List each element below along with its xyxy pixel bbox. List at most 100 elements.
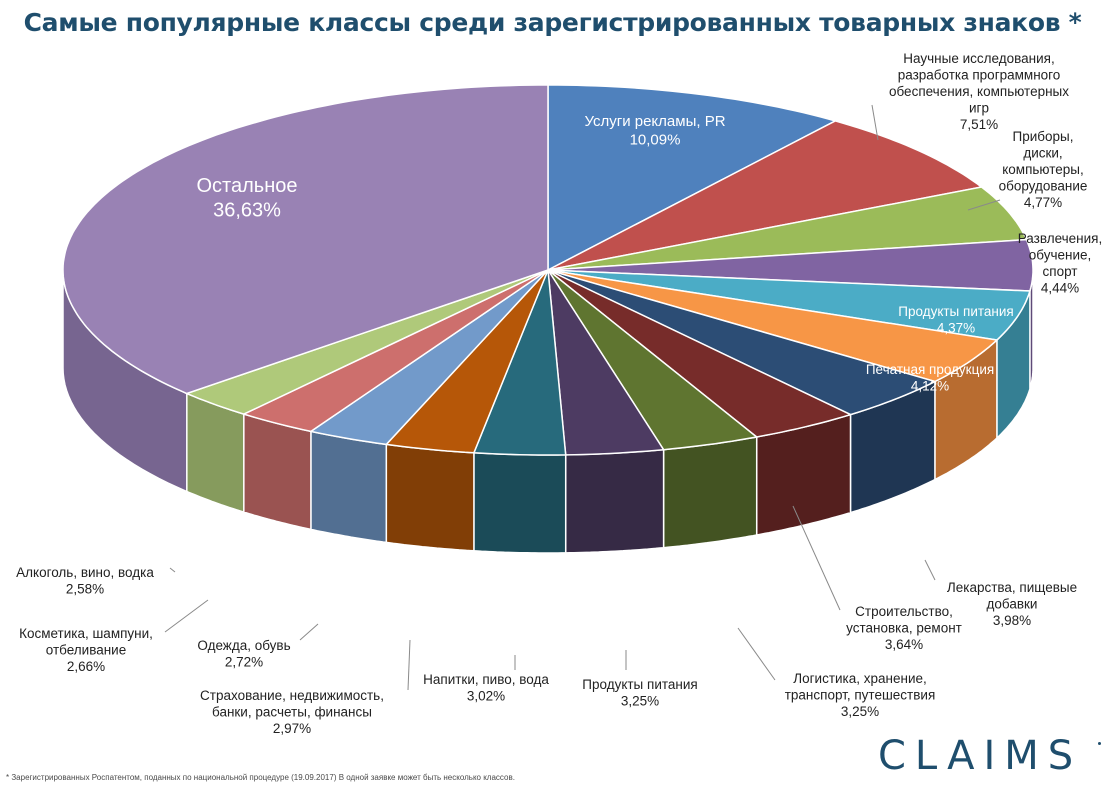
slice-label-1: Научные исследования, разработка программ…	[889, 51, 1069, 132]
slice-value: 3,02%	[467, 689, 505, 704]
slice-label-line: разработка программного	[898, 68, 1061, 83]
leader-line-13	[164, 599, 209, 633]
leader-lines	[164, 104, 1001, 691]
slice-label-line: транспорт, путешествия	[785, 688, 936, 703]
chart-title: Самые популярные классы среди зарегистри…	[23, 8, 1082, 37]
slice-labels: Услуги рекламы, PR 10,09% Научные исследов…	[16, 51, 1102, 736]
slice-value: 10,09%	[630, 131, 681, 148]
slice-13	[241, 269, 549, 433]
slice-1	[547, 120, 984, 271]
footnote: * Зарегистрированных Роспатентом, поданн…	[6, 773, 515, 782]
slice-label-line: Приборы,	[1013, 129, 1074, 144]
slice-value: 4,77%	[1024, 195, 1062, 210]
slice-label-line: обучение,	[1029, 248, 1092, 263]
slice-value: 2,58%	[66, 582, 104, 597]
slice-0	[547, 84, 838, 272]
slice-value: 4,37%	[937, 321, 975, 336]
slice-label-line: спорт	[1043, 264, 1078, 279]
slice-label-line: Развлечения,	[1018, 231, 1103, 246]
slice-side-8	[662, 436, 758, 549]
slice-side-11	[385, 443, 475, 552]
slice-label-4: Продукты питания 4,37%	[898, 304, 1013, 336]
slice-label-line: Косметика, шампуни,	[19, 626, 153, 641]
slice-label-line: Продукты питания	[898, 304, 1013, 319]
leader-line-12	[299, 623, 319, 641]
slice-label-line: банки, расчеты, финансы	[212, 705, 372, 720]
slice-label-line: Печатная продукция	[866, 362, 994, 377]
slice-2	[547, 186, 1028, 271]
slice-label-line: компьютеры,	[1002, 162, 1084, 177]
slice-15	[62, 84, 549, 395]
slice-label-5: Печатная продукция 4,12%	[866, 362, 994, 394]
slice-label-line: установка, ремонт	[846, 621, 962, 636]
slice-label-line: Продукты питания	[582, 677, 697, 692]
slice-label-12: Одежда, обувь 2,72%	[197, 638, 290, 670]
slice-side-9	[564, 448, 665, 554]
slice-value: 2,66%	[67, 659, 105, 674]
slice-label-line: добавки	[987, 597, 1038, 612]
slice-label-line: Одежда, обувь	[197, 638, 290, 653]
slice-value: 3,25%	[621, 694, 659, 709]
slice-side-10	[473, 452, 567, 554]
leader-line-1	[871, 104, 879, 141]
slice-label-line: Логистика, хранение,	[793, 671, 927, 686]
slice-label-2: Приборы, диски, компьютеры, оборудование 4,7…	[999, 129, 1088, 210]
pie-slices	[62, 84, 1034, 456]
leader-line-7	[792, 505, 841, 611]
slice-10	[472, 269, 567, 456]
slice-label-line: обеспечения, компьютерных	[889, 84, 1069, 99]
slice-value: 2,97%	[273, 721, 311, 736]
slice-label-line: Услуги рекламы, PR	[584, 113, 725, 130]
slice-5	[547, 269, 999, 383]
slice-side-12	[310, 430, 388, 544]
slice-value: 4,12%	[911, 379, 949, 394]
leader-line-6	[924, 559, 936, 581]
slice-label-line: Лекарства, пищевые	[947, 580, 1077, 595]
slice-label-3: Развлечения, обучение, спорт 4,44%	[1018, 231, 1103, 295]
slice-4	[547, 269, 1031, 341]
slice-value: 4,44%	[1041, 280, 1079, 295]
slice-label-6: Лекарства, пищевые добавки 3,98%	[947, 580, 1077, 628]
slice-8	[547, 269, 759, 451]
slice-label-9: Продукты питания 3,25%	[582, 677, 697, 709]
slice-label-14: Алкоголь, вино, водка 2,58%	[16, 565, 154, 597]
slice-side-13	[243, 413, 312, 531]
slice-label-8: Логистика, хранение, транспорт, путешеств…	[785, 671, 936, 719]
slice-label-0: Услуги рекламы, PR 10,09%	[584, 113, 725, 148]
slice-label-7: Строительство, установка, ремонт 3,64%	[846, 604, 962, 652]
slice-value: 3,64%	[885, 637, 923, 652]
slice-12	[309, 269, 549, 446]
slice-label-15: Остальное 36,63%	[197, 175, 298, 221]
slice-label-11: Страхование, недвижимость, банки, расчеты…	[200, 688, 384, 736]
slice-label-line: оборудование	[999, 178, 1088, 193]
slice-label-line: Строительство,	[855, 604, 953, 619]
slice-label-line: отбеливание	[46, 643, 127, 658]
logo-dot	[1098, 742, 1101, 745]
leader-line-2	[967, 199, 1001, 211]
slice-6	[547, 269, 937, 416]
slice-9	[547, 269, 665, 456]
slice-label-line: игр	[969, 100, 989, 115]
slice-value: 3,25%	[841, 704, 879, 719]
slice-value: 7,51%	[960, 117, 998, 132]
slice-value: 3,98%	[993, 613, 1031, 628]
slice-label-13: Косметика, шампуни, отбеливание 2,66%	[19, 626, 153, 674]
leader-line-11	[407, 639, 411, 691]
slice-value: 2,72%	[225, 655, 263, 670]
slice-label-line: Страхование, недвижимость,	[200, 688, 384, 703]
slice-label-line: Напитки, пиво, вода	[423, 672, 549, 687]
slice-7	[547, 269, 853, 438]
slice-label-10: Напитки, пиво, вода 3,02%	[423, 672, 549, 704]
slice-label-line: Научные исследования,	[903, 51, 1054, 66]
claims-logo: CLAIMS	[878, 733, 1083, 779]
slice-label-line: Алкоголь, вино, водка	[16, 565, 154, 580]
leader-line-8	[737, 627, 776, 681]
slice-14	[184, 269, 549, 415]
leader-line-14	[169, 567, 176, 573]
slice-11	[384, 269, 549, 454]
slice-3	[547, 238, 1034, 292]
slice-label-line: Остальное	[197, 175, 298, 197]
slice-label-line: диски,	[1023, 146, 1062, 161]
slice-value: 36,63%	[213, 199, 281, 221]
